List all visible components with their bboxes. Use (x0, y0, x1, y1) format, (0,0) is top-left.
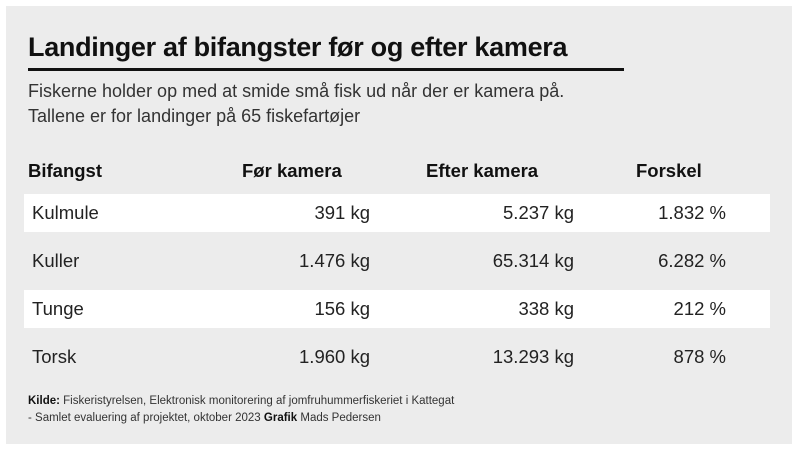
cell-before-camera: 1.960 kg (299, 346, 370, 367)
source-text: Fiskeristyrelsen, Elektronisk monitoreri… (63, 395, 455, 407)
cell-after-camera: 338 kg (518, 298, 574, 319)
cell-after-camera: 65.314 kg (492, 250, 574, 271)
source-line-2: - Samlet evaluering af projektet, oktobe… (28, 412, 381, 424)
table-row: Kulmule 391 kg 5.237 kg 1.832 % (24, 194, 770, 232)
cell-difference: 878 % (673, 346, 726, 367)
source-text-continued: - Samlet evaluering af projektet, oktobe… (28, 412, 261, 424)
column-header-before: Før kamera (242, 160, 342, 181)
graphic-label: Grafik (263, 412, 298, 424)
chart-title: Landinger af bifangster før og efter kam… (28, 32, 568, 62)
source-line-1: Kilde: Fiskeristyrelsen, Elektronisk mon… (28, 395, 454, 407)
column-header-difference: Forskel (636, 160, 702, 181)
graphic-author: Mads Pedersen (300, 412, 381, 424)
cell-species: Kuller (32, 250, 80, 271)
cell-difference: 6.282 % (658, 250, 726, 271)
table-row: Kuller 1.476 kg 65.314 kg 6.282 % (24, 242, 770, 280)
cell-after-camera: 5.237 kg (503, 202, 574, 223)
cell-species: Kulmule (32, 202, 99, 223)
cell-after-camera: 13.293 kg (492, 346, 574, 367)
table-row: Tunge 156 kg 338 kg 212 % (24, 290, 770, 328)
cell-before-camera: 156 kg (314, 298, 370, 319)
infographic-card: Landinger af bifangster før og efter kam… (6, 6, 792, 444)
table-row: Torsk 1.960 kg 13.293 kg 878 % (24, 338, 770, 376)
cell-before-camera: 391 kg (314, 202, 370, 223)
subtitle-line-2: Tallene er for landinger på 65 fiskefart… (28, 106, 361, 126)
column-header-after: Efter kamera (426, 160, 539, 181)
subtitle-line-1: Fiskerne holder op med at smide små fisk… (28, 81, 565, 101)
cell-species: Tunge (32, 298, 84, 319)
cell-species: Torsk (32, 346, 77, 367)
source-label: Kilde: (28, 395, 60, 407)
title-underline (28, 68, 624, 71)
cell-difference: 1.832 % (658, 202, 726, 223)
cell-before-camera: 1.476 kg (299, 250, 370, 271)
column-header-species: Bifangst (28, 160, 102, 181)
cell-difference: 212 % (673, 298, 726, 319)
